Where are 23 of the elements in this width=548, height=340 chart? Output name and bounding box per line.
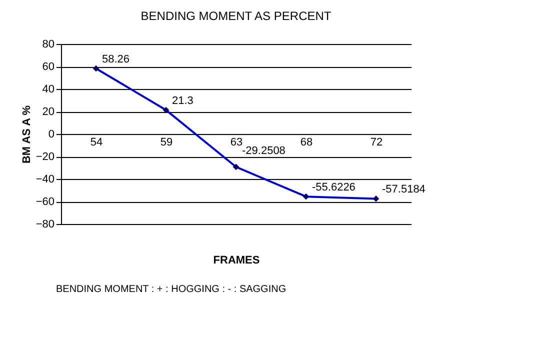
- x-axis-title: FRAMES: [213, 254, 260, 266]
- chart-title: BENDING MOMENT AS PERCENT: [140, 9, 332, 23]
- data-label: -55.6226: [312, 182, 356, 194]
- y-tick-label: 60: [42, 61, 54, 73]
- x-tick-label: 59: [160, 136, 173, 148]
- y-tick-label: −60: [36, 196, 54, 208]
- y-tick-label: −20: [36, 151, 54, 163]
- y-tick-label: 20: [42, 106, 54, 118]
- data-label: -29.2508: [242, 144, 286, 157]
- x-tick-label: 72: [370, 136, 383, 148]
- x-tick-label: 63: [230, 136, 243, 148]
- y-tick-label: 40: [42, 84, 54, 96]
- y-tick-label: 0: [48, 128, 54, 140]
- data-label: 58.26: [102, 53, 130, 66]
- x-tick-label: 68: [300, 136, 313, 148]
- y-axis-title: BM AS A %: [20, 105, 33, 164]
- data-label: -57.5184: [382, 184, 426, 196]
- y-tick-label: −40: [36, 174, 54, 186]
- data-label: 21.3: [172, 95, 194, 108]
- text: BENDING MOMENT : + : HOGGING : - : SAGGING: [56, 284, 286, 295]
- y-tick-label: 80: [42, 38, 54, 50]
- y-tick-label: −80: [36, 218, 54, 230]
- x-tick-label: 54: [90, 136, 103, 148]
